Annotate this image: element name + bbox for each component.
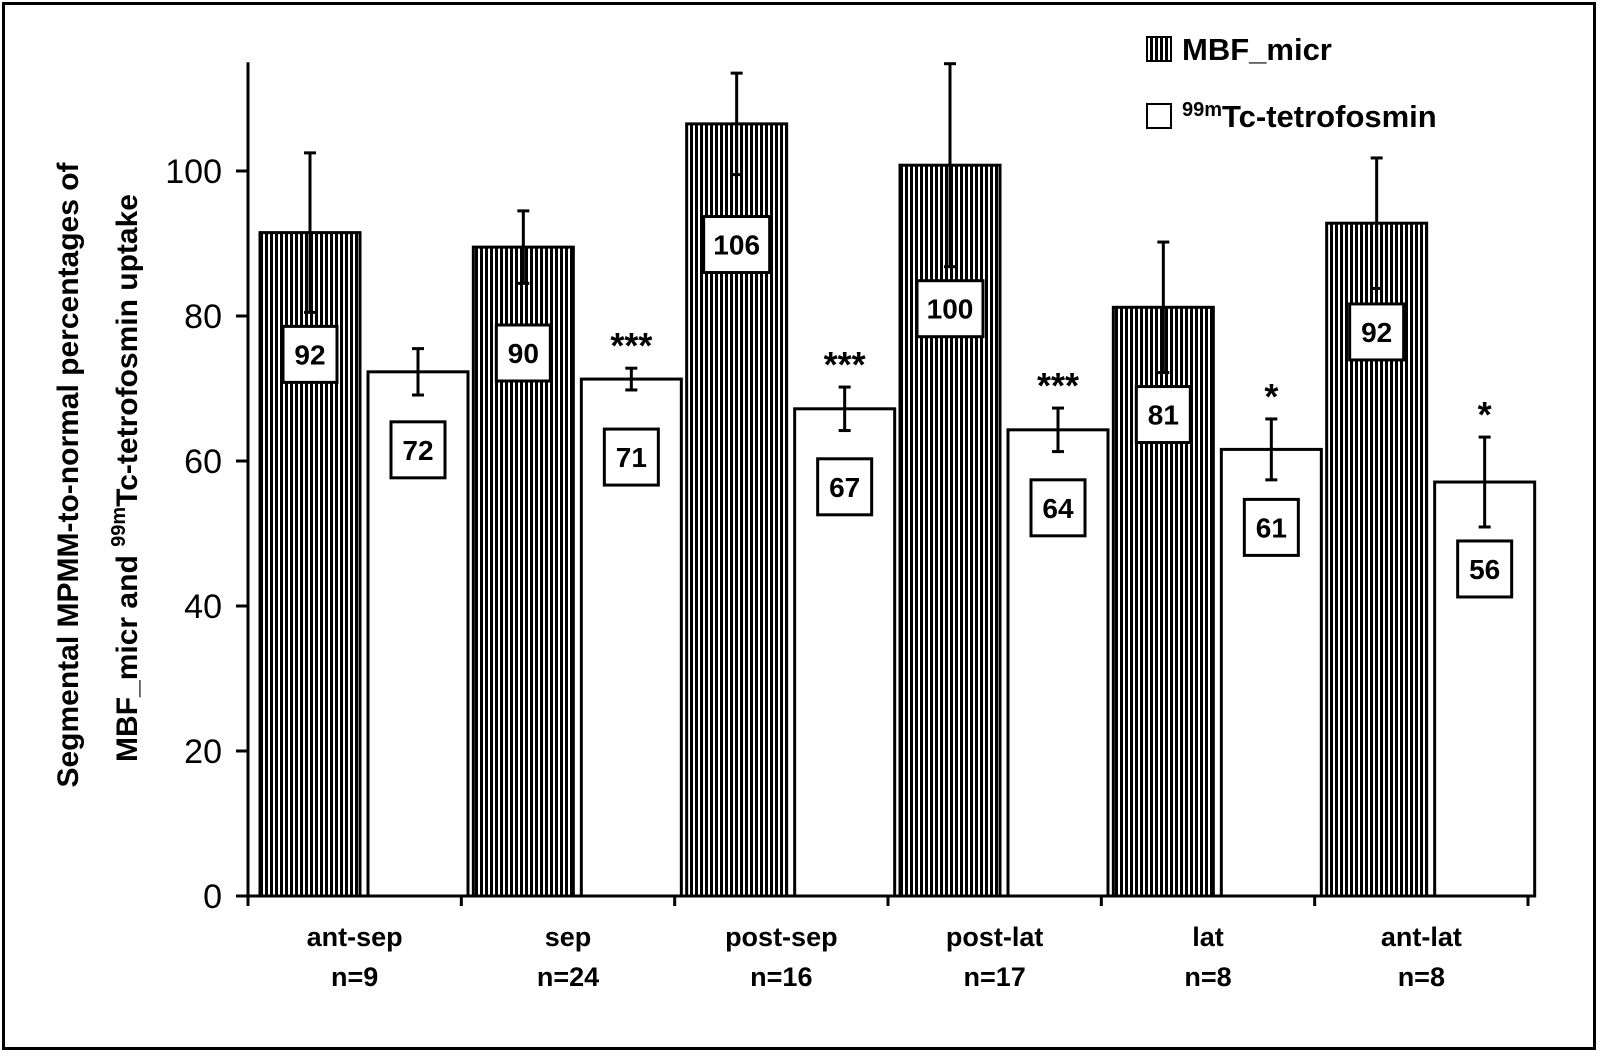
- data-label-box: [1348, 302, 1406, 362]
- significance-marker: ***: [610, 325, 652, 366]
- bar-mbf-micr: [898, 163, 1002, 898]
- data-label: 92: [294, 339, 325, 370]
- data-label: 90: [508, 338, 539, 369]
- data-label-box: [915, 279, 985, 339]
- data-label-box: [389, 420, 447, 480]
- y-axis-label-line1: Segmental MPMM-to-normal percentages of: [52, 161, 85, 787]
- y-tick-label: 0: [203, 878, 222, 916]
- legend-swatch-tetrofosmin: [1146, 103, 1172, 129]
- data-label: 100: [927, 294, 974, 325]
- data-label-box: [1029, 478, 1087, 538]
- x-tick-label: lat: [1192, 922, 1224, 952]
- plot-area: 020406080100ant-sepn=99272sepn=249071***…: [165, 62, 1537, 992]
- data-label-box: [1456, 539, 1514, 599]
- legend-swatch-mbf-micr: [1146, 36, 1172, 62]
- x-tick-label: ant-lat: [1381, 922, 1462, 952]
- legend-label-tetrofosmin: 99mTc-tetrofosmin: [1182, 99, 1437, 134]
- data-label-box: [494, 323, 552, 383]
- significance-marker: *: [1478, 394, 1492, 435]
- data-label-box: [281, 324, 339, 384]
- data-label: 64: [1042, 493, 1074, 524]
- y-tick-label: 100: [165, 153, 222, 191]
- y-tick-label: 60: [184, 443, 222, 481]
- x-tick-n-label: n=16: [750, 962, 812, 992]
- data-label: 81: [1148, 400, 1179, 431]
- data-label-box: [1242, 497, 1300, 557]
- y-tick-label: 20: [184, 733, 222, 771]
- x-tick-n-label: n=9: [331, 962, 378, 992]
- x-tick-n-label: n=17: [964, 962, 1026, 992]
- x-tick-n-label: n=8: [1398, 962, 1445, 992]
- significance-marker: *: [1264, 376, 1278, 417]
- x-tick-label: sep: [545, 922, 592, 952]
- legend-label-mbf-micr: MBF_micr: [1182, 32, 1332, 67]
- y-tick-label: 80: [184, 298, 222, 336]
- x-tick-label: post-sep: [725, 922, 838, 952]
- x-tick-label: ant-sep: [307, 922, 403, 952]
- data-label: 67: [829, 472, 860, 503]
- data-label-box: [702, 215, 772, 275]
- y-axis-label-line2: MBF_micr and 99mTc-tetrofosmin uptake: [108, 194, 144, 762]
- significance-marker: ***: [824, 344, 866, 385]
- x-tick-label: post-lat: [946, 922, 1044, 952]
- data-label-box: [1134, 385, 1192, 445]
- y-tick-label: 40: [184, 588, 222, 626]
- data-label: 72: [402, 435, 433, 466]
- significance-marker: ***: [1037, 365, 1079, 406]
- data-label: 61: [1256, 512, 1287, 543]
- x-tick-n-label: n=8: [1184, 962, 1231, 992]
- data-label: 106: [713, 230, 760, 261]
- data-label: 92: [1361, 317, 1392, 348]
- legend: MBF_micr 99mTc-tetrofosmin: [1146, 32, 1437, 134]
- data-label: 71: [616, 442, 647, 473]
- data-label-box: [602, 427, 660, 487]
- data-label: 56: [1469, 554, 1500, 585]
- x-tick-n-label: n=24: [537, 962, 599, 992]
- data-label-box: [816, 457, 874, 517]
